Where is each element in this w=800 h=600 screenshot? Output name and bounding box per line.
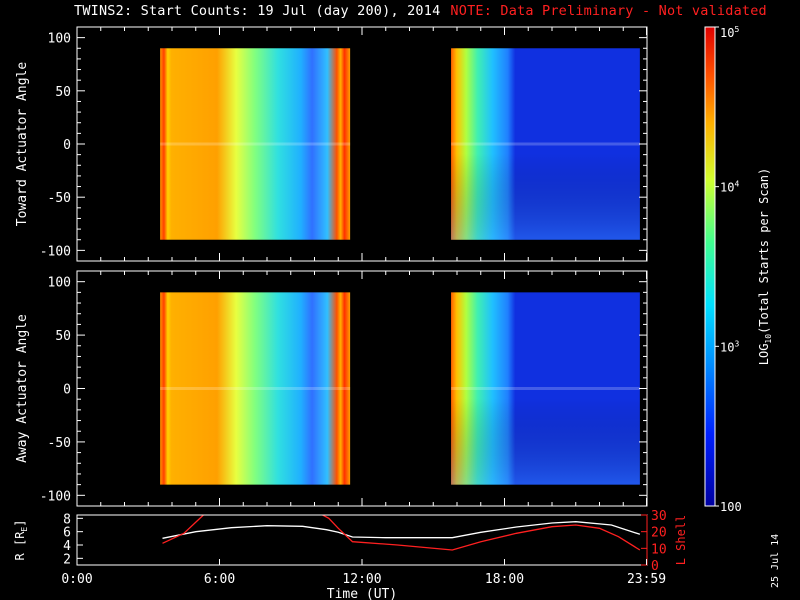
ytick-label-toward-2: 0 [63,138,71,153]
ytick-label-toward-0: 100 [48,32,71,47]
ytick-label-away-1: 50 [55,329,71,344]
colorbar-label: LOG10(Total Starts per Scan) [757,168,773,366]
orbit-left-label: R [RE] [13,520,29,561]
heatmap-away-zero-stripe-2 [451,387,640,390]
orbit-right-tick-label-3: 0 [651,559,659,574]
colorbar-tick-label-1: 104 [720,180,739,195]
orbit-left-label-end: ] [13,520,27,527]
title-text: TWINS2: Start Counts: 19 Jul (day 200), … [74,3,441,19]
heatmap-toward-zero-stripe-1 [160,142,351,146]
ylabel-toward: Toward Actuator Angle [15,62,30,227]
colorbar-tick-base-0: 10 [720,26,734,40]
colorbar-gradient [704,26,716,507]
orbit-series-2 [162,515,205,544]
colorbar-label-sub: 10 [764,334,773,344]
orbit-left-label-main: R [R [13,531,27,561]
orbit-left-tick-label-0: 8 [63,512,71,527]
heatmap-toward-zero-stripe-2 [451,142,640,146]
colorbar-label-main: LOG [757,344,771,366]
orbit-left-tick-label-2: 4 [63,539,71,554]
colorbar-tick-exp-1: 4 [734,180,739,189]
orbit-left-tick-label-3: 2 [63,552,71,567]
chart-title: TWINS2: Start Counts: 19 Jul (day 200), … [74,3,767,19]
ytick-label-away-3: -50 [48,436,71,451]
orbit-right-label: L Shell [674,515,688,566]
orbit-right-tick-label-1: 20 [651,526,667,541]
orbit-left-tick-label-1: 6 [63,526,71,541]
ylabel-away: Away Actuator Angle [15,314,30,463]
ytick-label-toward-4: -100 [40,244,71,259]
colorbar-tick-exp-2: 3 [734,339,739,348]
colorbar-tick-exp-0: 5 [734,25,739,34]
ytick-label-away-2: 0 [63,383,71,398]
colorbar-label-end: (Total Starts per Scan) [757,168,771,334]
heatmap-away-segment-1 [160,292,351,485]
heatmap-layer [160,48,640,485]
xtick-label-1: 6:00 [204,572,235,587]
orbit-layer [162,515,641,551]
orbit-right-tick-label-2: 10 [651,542,667,557]
xtick-label-2: 12:00 [342,572,381,587]
xtick-label-3: 18:00 [485,572,524,587]
preliminary-note: NOTE: Data Preliminary - Not validated [450,3,767,19]
orbit-series-1 [162,521,641,539]
heatmap-toward-segment-1 [160,48,351,240]
colorbar-tick-base-3: 100 [720,500,742,514]
colorbar-tick-label-2: 103 [720,339,739,354]
xtick-label-4: 23:59 [627,572,666,587]
xtick-label-0: 0:00 [61,572,92,587]
colorbar-tick-base-1: 10 [720,181,734,195]
colorbar-tick-label-0: 105 [720,25,739,40]
colorbar-tick-base-2: 10 [720,340,734,354]
heatmap-away-shade-2 [451,292,640,485]
heatmap-toward-shade-2 [451,48,640,240]
orbit-series-3 [321,515,641,551]
xaxis-label: Time (UT) [327,587,397,600]
orbit-right-tick-label-0: 30 [651,509,667,524]
ytick-label-away-4: -100 [40,489,71,504]
heatmap-away-zero-stripe-1 [160,387,351,390]
ytick-label-toward-3: -50 [48,191,71,206]
ytick-label-away-0: 100 [48,276,71,291]
generation-datestamp: 25 Jul 14 [770,533,781,588]
colorbar-tick-label-3: 100 [720,500,742,514]
ytick-label-toward-1: 50 [55,85,71,100]
orbit-left-label-sub: E [20,527,29,532]
